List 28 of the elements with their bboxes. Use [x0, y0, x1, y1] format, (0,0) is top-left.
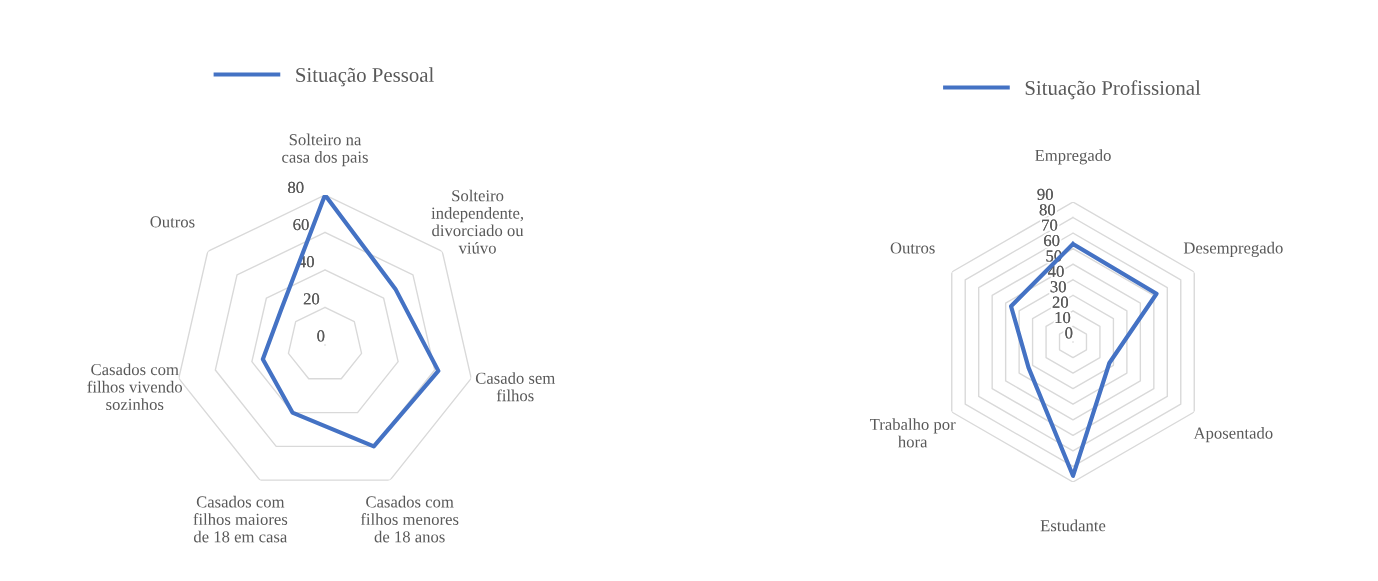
spoke-label: Estudante [1040, 519, 1106, 532]
y-tick-label: 60 [293, 218, 309, 231]
spoke-label: Solteiro independente, divorciado ou viúvo [431, 189, 524, 254]
spoke-label: Outros [150, 216, 195, 228]
y-tick-label: 70 [1042, 219, 1058, 231]
y-tick-label: 0 [317, 330, 325, 342]
spoke-label: Casado sem filhos [475, 372, 556, 402]
spoke-label: Outros [890, 242, 935, 254]
spoke-label: Casados com filhos vivendo sozinhos [87, 363, 183, 411]
spoke-label: Casados com filhos menores de 18 anos [360, 495, 459, 543]
y-tick-label: 30 [1050, 281, 1066, 293]
spoke-label: Solteiro na casa dos pais [282, 133, 368, 167]
y-tick-label: 20 [1052, 296, 1069, 308]
spoke-label: Casados com filhos maiores de 18 em casa [193, 495, 288, 543]
y-tick-label: 60 [1044, 234, 1060, 247]
spoke-label: Empregado [1035, 149, 1111, 165]
spoke-label: Trabalho por hora [869, 418, 956, 448]
spoke-label: Desempregado [1183, 241, 1283, 258]
y-tick-label: 10 [1055, 311, 1071, 324]
y-tick-label: 0 [1065, 327, 1073, 339]
y-tick-label: 80 [1039, 204, 1056, 216]
legend-label: Situação Pessoal [296, 67, 434, 87]
y-tick-label: 40 [1048, 265, 1064, 277]
y-tick-label: 90 [1037, 188, 1053, 200]
legend-label: Situação Profissional [1025, 80, 1201, 100]
spoke-label: Aposentado [1193, 427, 1273, 443]
y-tick-label: 80 [288, 181, 304, 194]
y-tick-label: 20 [303, 293, 320, 305]
